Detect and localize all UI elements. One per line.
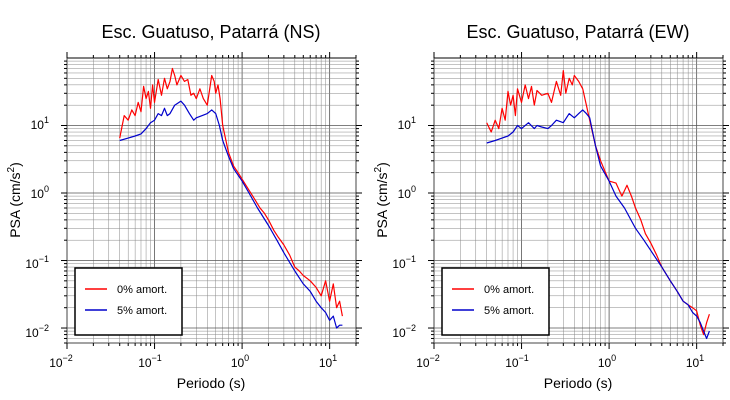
ticks	[61, 52, 362, 349]
x-axis-label: Periodo (s)	[544, 375, 612, 391]
legend-label-1: 5% amort.	[117, 305, 167, 317]
legend: 0% amort. 5% amort.	[441, 267, 550, 336]
x-tick-labels: 10−2 10−1 100 101	[49, 353, 337, 370]
chart-panel-ew: Esc. Guatuso, Patarrá (EW) 10−2 10−1 100…	[373, 22, 729, 391]
x-tick-label: 10−2	[416, 353, 440, 370]
x-tick-label: 101	[686, 353, 704, 370]
y-tick-label: 100	[31, 184, 49, 201]
y-tick-label: 10−2	[392, 323, 416, 340]
x-tick-label: 10−1	[505, 353, 529, 370]
ticks	[428, 52, 729, 349]
y-tick-label: 101	[398, 115, 416, 132]
x-tick-label: 101	[319, 353, 337, 370]
y-axis-label: PSA (cm/s2)	[6, 162, 23, 238]
x-tick-labels: 10−2 10−1 100 101	[416, 353, 704, 370]
legend: 0% amort. 5% amort.	[74, 267, 183, 336]
x-axis-label: Periodo (s)	[177, 375, 245, 391]
x-tick-label: 100	[598, 353, 616, 370]
y-tick-label: 10−1	[392, 254, 416, 271]
legend-box	[441, 267, 550, 336]
chart-title: Esc. Guatuso, Patarrá (EW)	[466, 22, 689, 42]
y-tick-label: 10−2	[25, 323, 49, 340]
y-tick-label: 10−1	[25, 254, 49, 271]
x-tick-label: 10−2	[49, 353, 73, 370]
y-axis-label: PSA (cm/s2)	[373, 162, 390, 238]
series-line-1	[486, 109, 710, 340]
y-tick-label: 101	[31, 115, 49, 132]
series-line-1	[119, 100, 343, 329]
chart-panel-ns: Esc. Guatuso, Patarrá (NS) 10−2 10−1 100…	[6, 22, 362, 391]
x-tick-label: 100	[231, 353, 249, 370]
legend-label-1: 5% amort.	[484, 305, 534, 317]
y-tick-labels: 10−2 10−1 100 101	[25, 115, 49, 340]
y-tick-label: 100	[398, 184, 416, 201]
y-tick-labels: 10−2 10−1 100 101	[392, 115, 416, 340]
legend-box	[74, 267, 183, 336]
legend-label-0: 0% amort.	[484, 284, 534, 296]
series-line-0	[119, 67, 343, 317]
legend-label-0: 0% amort.	[117, 284, 167, 296]
x-tick-label: 10−1	[138, 353, 162, 370]
series-layer	[119, 67, 343, 329]
chart-title: Esc. Guatuso, Patarrá (NS)	[101, 22, 320, 42]
series-layer	[486, 69, 710, 340]
